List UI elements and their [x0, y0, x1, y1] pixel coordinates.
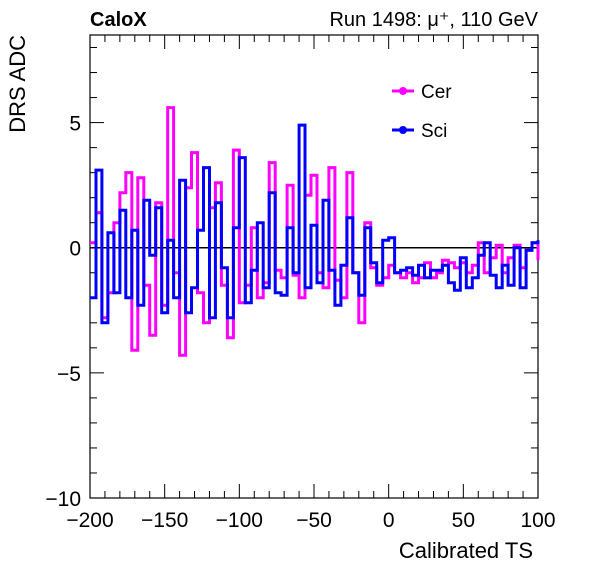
- x-tick-label: −50: [296, 509, 332, 532]
- y-tick-label: 0: [69, 238, 81, 261]
- legend-label-sci: Sci: [421, 121, 447, 142]
- series-group: [90, 106, 540, 357]
- y-axis-title: DRS ADC: [5, 35, 30, 133]
- x-tick-label: −100: [216, 509, 263, 532]
- x-tick-label: −150: [141, 509, 188, 532]
- axis-ticks: [89, 35, 539, 499]
- run-info-label: Run 1498: μ⁺, 110 GeV: [329, 9, 538, 31]
- axis-tick-labels: −200 −150 −100 −50 0 50 100−10−505: [45, 113, 555, 532]
- legend: Cer Sci: [392, 82, 452, 142]
- series-line-sci: [90, 123, 540, 325]
- x-tick-label: −200: [66, 509, 113, 532]
- experiment-label: CaloX: [90, 9, 147, 31]
- legend-marker-cer: [399, 87, 407, 95]
- y-tick-label: 5: [69, 113, 81, 136]
- y-tick-label: −10: [45, 488, 81, 511]
- y-tick-label: −5: [57, 363, 81, 386]
- x-tick-label: 0: [383, 509, 395, 532]
- x-axis-title: Calibrated TS: [399, 538, 533, 563]
- legend-marker-sci: [399, 126, 407, 134]
- x-tick-label: 50: [452, 509, 475, 532]
- x-tick-label: 100: [520, 509, 555, 532]
- legend-label-cer: Cer: [421, 82, 452, 103]
